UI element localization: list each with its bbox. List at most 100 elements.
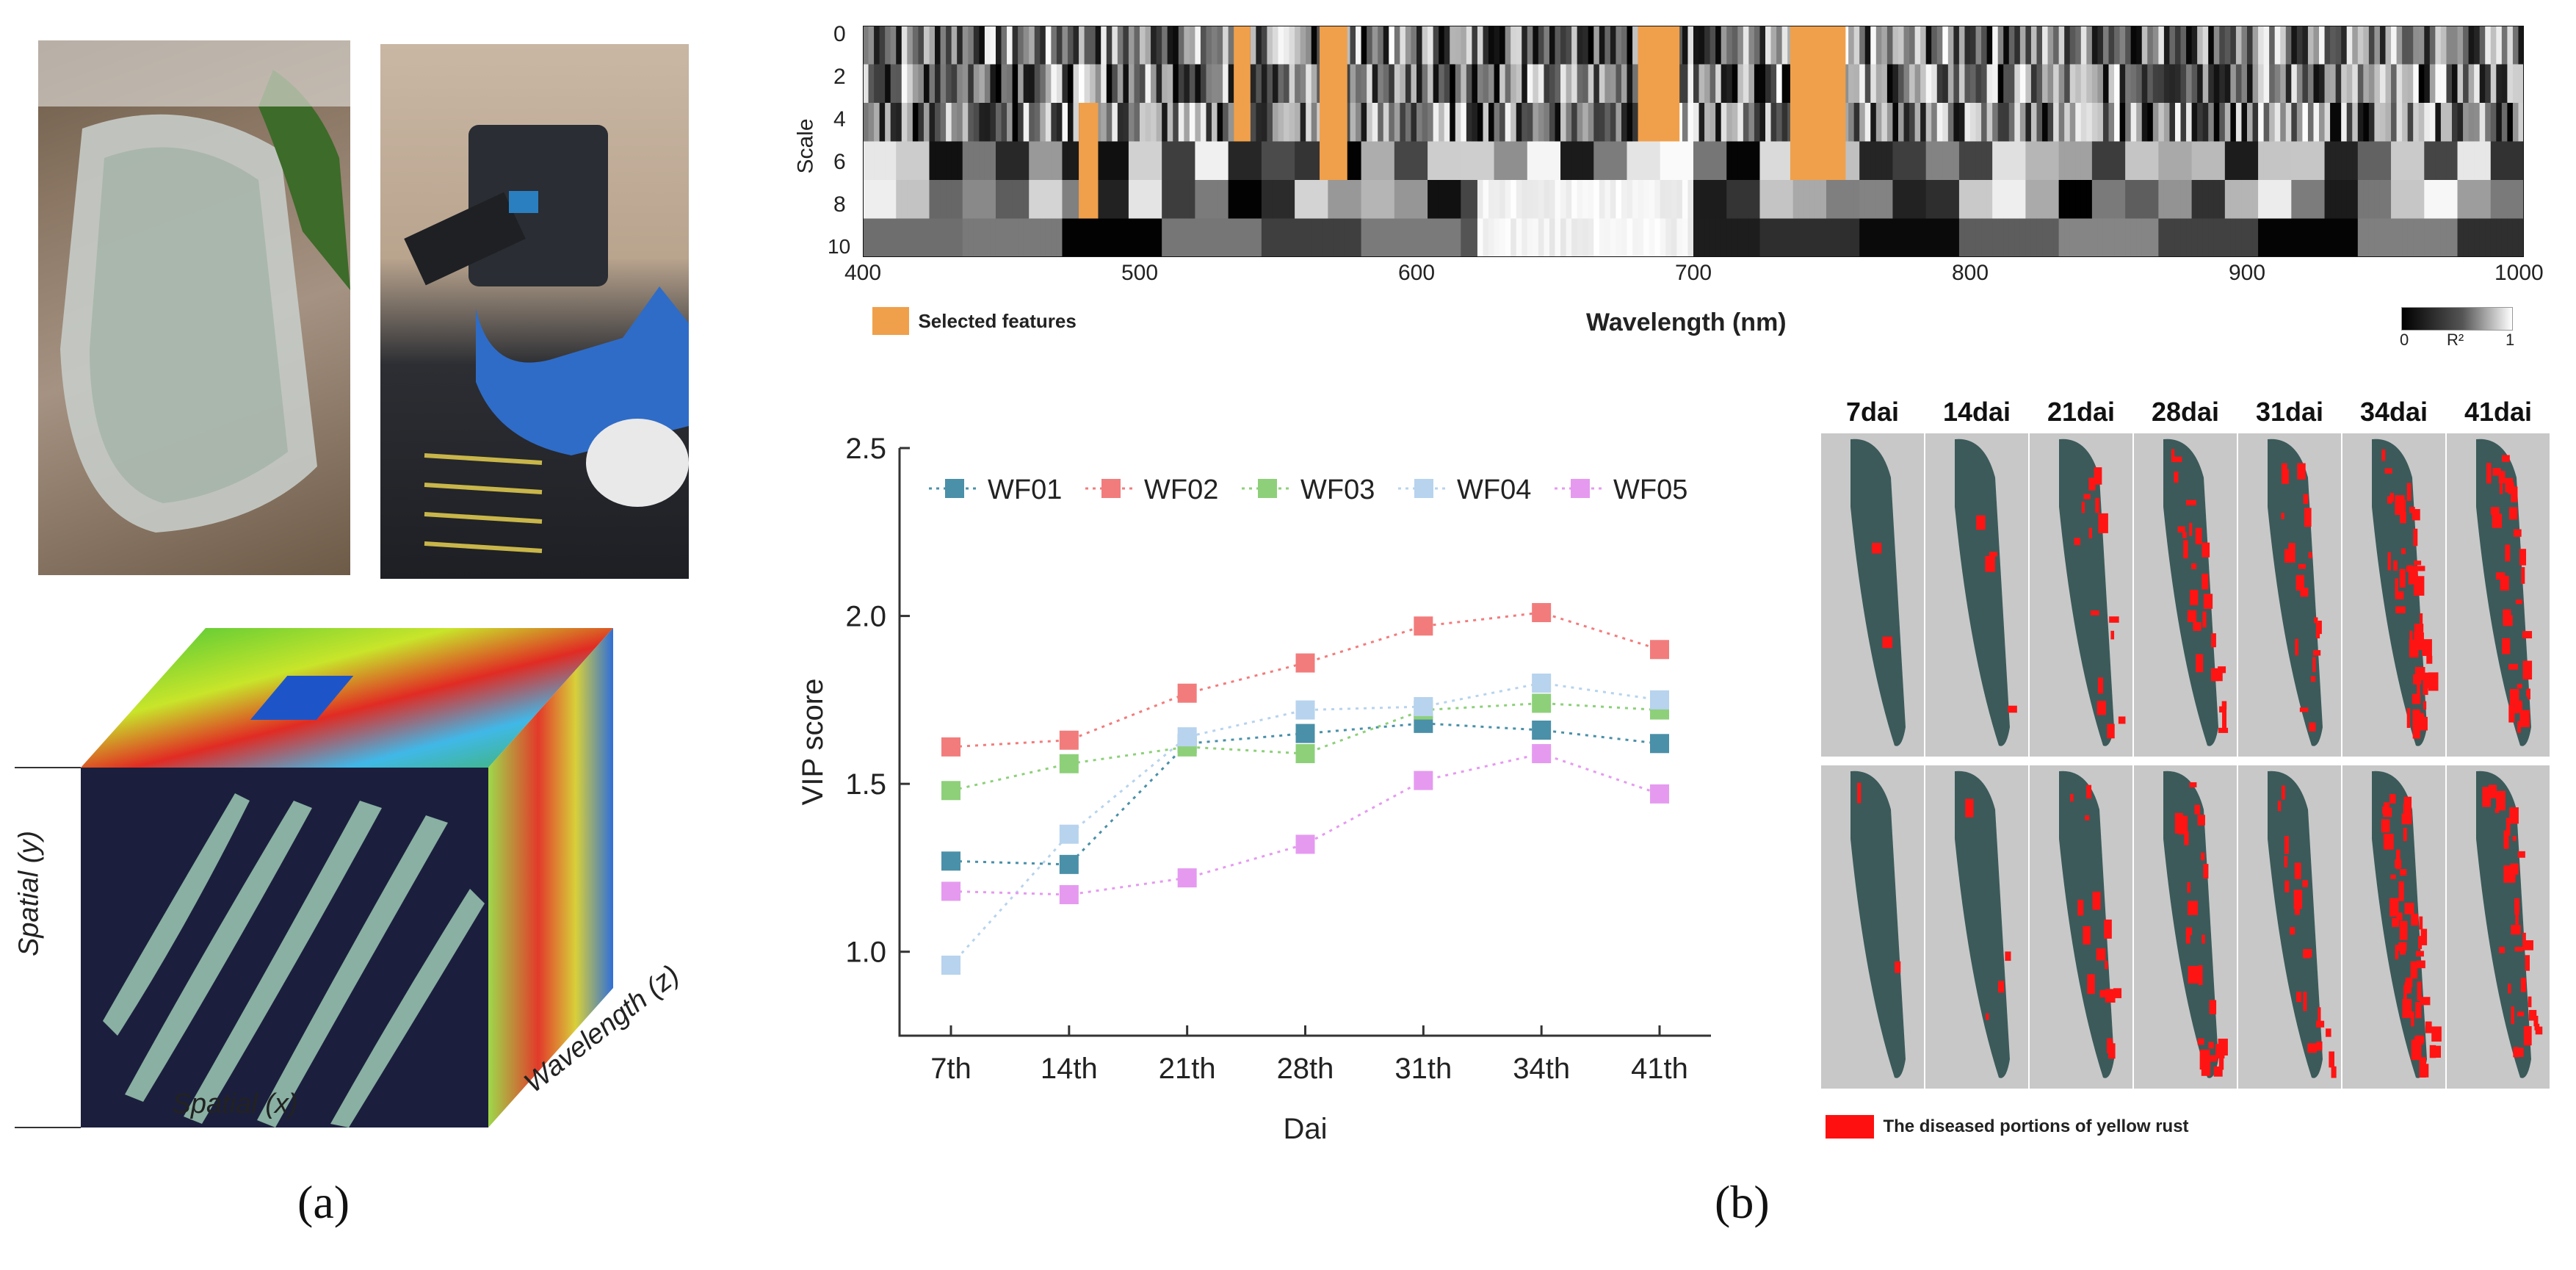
heatmap-cell bbox=[984, 141, 991, 181]
heatmap-cell bbox=[2163, 26, 2171, 65]
heatmap-cell bbox=[1803, 180, 1810, 220]
heatmap-cell bbox=[1422, 103, 1428, 142]
dai-label: 34dai bbox=[2359, 397, 2428, 427]
heatmap-cell bbox=[868, 141, 875, 181]
heatmap-cell bbox=[863, 180, 869, 220]
heatmap-cell bbox=[1289, 26, 1295, 65]
heatmap-cell bbox=[2313, 64, 2320, 104]
heatmap-cell bbox=[1897, 180, 1905, 220]
heatmap-cell bbox=[1311, 141, 1317, 181]
rust-spot bbox=[2109, 616, 2119, 623]
heatmap-cell bbox=[912, 141, 919, 181]
heatmap-cell bbox=[1920, 180, 1927, 220]
heatmap-cell bbox=[1023, 64, 1030, 104]
rust-spot bbox=[2398, 881, 2404, 901]
heatmap-cell bbox=[1045, 141, 1052, 181]
heatmap-cell bbox=[2152, 218, 2159, 257]
heatmap-cell bbox=[1842, 180, 1849, 220]
heatmap-cell bbox=[1621, 141, 1628, 181]
heatmap-cell bbox=[2302, 180, 2309, 220]
heatmap-cell bbox=[2086, 26, 2093, 65]
heatmap-cell bbox=[2014, 103, 2021, 142]
heatmap-cell bbox=[2258, 64, 2265, 104]
rust-spot bbox=[2492, 513, 2503, 528]
legend-label: WF04 bbox=[1457, 475, 1531, 505]
heatmap-cell bbox=[990, 218, 996, 257]
rust-spot bbox=[2096, 948, 2106, 961]
heatmap-cell bbox=[2025, 26, 2032, 65]
heatmap-cell bbox=[1593, 141, 1600, 181]
heatmap-ytick: 8 bbox=[833, 192, 846, 217]
heatmap-cell bbox=[912, 180, 919, 220]
heatmap-cell bbox=[1405, 141, 1412, 181]
heatmap-cell bbox=[2280, 180, 2287, 220]
heatmap-cell bbox=[1870, 141, 1877, 181]
heatmap-cell bbox=[868, 103, 875, 142]
heatmap-cell bbox=[1001, 103, 1007, 142]
rust-spot bbox=[2185, 931, 2190, 944]
heatmap-cell bbox=[1577, 26, 1583, 65]
heatmap-cell bbox=[1809, 218, 1816, 257]
panel-label-b: (b) bbox=[1715, 1176, 1770, 1228]
heatmap-cell bbox=[1411, 180, 1417, 220]
rust-spot bbox=[2295, 638, 2299, 656]
heatmap-cell bbox=[1892, 64, 1899, 104]
heatmap-cell bbox=[2102, 141, 2110, 181]
heatmap-cell bbox=[1958, 180, 1966, 220]
heatmap-cell bbox=[1510, 64, 1517, 104]
heatmap-cell bbox=[1267, 141, 1273, 181]
heatmap-cell bbox=[2307, 64, 2315, 104]
heatmap-cell bbox=[1759, 26, 1766, 65]
heatmap-cell bbox=[1566, 26, 1572, 65]
dai-label: 21dai bbox=[2047, 397, 2116, 427]
heatmap-cell bbox=[1903, 141, 1910, 181]
dai-label: 31dai bbox=[2255, 397, 2324, 427]
heatmap-cell bbox=[2191, 64, 2198, 104]
heatmap-cell bbox=[2296, 26, 2303, 65]
heatmap-cell bbox=[2075, 26, 2082, 65]
heatmap-cell bbox=[2274, 180, 2281, 220]
heatmap-cell bbox=[1200, 103, 1207, 142]
heatmap-cell bbox=[1820, 218, 1827, 257]
heatmap-cell bbox=[1516, 64, 1522, 104]
heatmap-cell bbox=[1067, 141, 1074, 181]
rust-spot bbox=[2183, 540, 2188, 559]
r2-colorbar bbox=[2401, 307, 2513, 331]
rust-spot bbox=[2384, 468, 2392, 474]
heatmap-cell bbox=[1604, 218, 1611, 257]
heatmap-cell bbox=[2330, 141, 2337, 181]
heatmap-cell bbox=[1875, 218, 1882, 257]
heatmap-cell bbox=[1112, 103, 1118, 142]
heatmap-cell bbox=[2003, 218, 2010, 257]
heatmap-cell bbox=[1200, 64, 1207, 104]
rust-spot bbox=[2099, 989, 2109, 997]
data-point-wf05 bbox=[1414, 771, 1433, 790]
heatmap-cell bbox=[1217, 218, 1223, 257]
heatmap-cell bbox=[1206, 180, 1212, 220]
heatmap-cell bbox=[1958, 103, 1966, 142]
heatmap-cell bbox=[1156, 218, 1162, 257]
heatmap-cell bbox=[2119, 180, 2126, 220]
heatmap-cell bbox=[1687, 103, 1694, 142]
heatmap-cell bbox=[2025, 103, 2032, 142]
heatmap-cell bbox=[1604, 180, 1611, 220]
heatmap-cell bbox=[1510, 218, 1517, 257]
heatmap-xtick: 900 bbox=[2229, 261, 2266, 285]
heatmap-cell bbox=[973, 103, 980, 142]
heatmap-cell bbox=[1848, 103, 1855, 142]
heatmap-cell bbox=[2269, 103, 2276, 142]
heatmap-cell bbox=[1516, 180, 1522, 220]
heatmap-cell bbox=[1649, 218, 1655, 257]
heatmap-cell bbox=[2512, 64, 2519, 104]
rust-spot bbox=[2425, 1021, 2432, 1033]
heatmap-cell bbox=[896, 218, 902, 257]
heatmap-cell bbox=[990, 103, 996, 142]
heatmap-cell bbox=[1289, 180, 1295, 220]
heatmap-cell bbox=[2042, 64, 2049, 104]
heatmap-cell bbox=[1947, 26, 1954, 65]
heatmap-cell bbox=[1726, 26, 1733, 65]
heatmap-cell bbox=[2468, 103, 2475, 142]
heatmap-cell bbox=[1284, 180, 1290, 220]
rust-spot bbox=[2303, 494, 2309, 505]
heatmap-cell bbox=[1200, 218, 1207, 257]
